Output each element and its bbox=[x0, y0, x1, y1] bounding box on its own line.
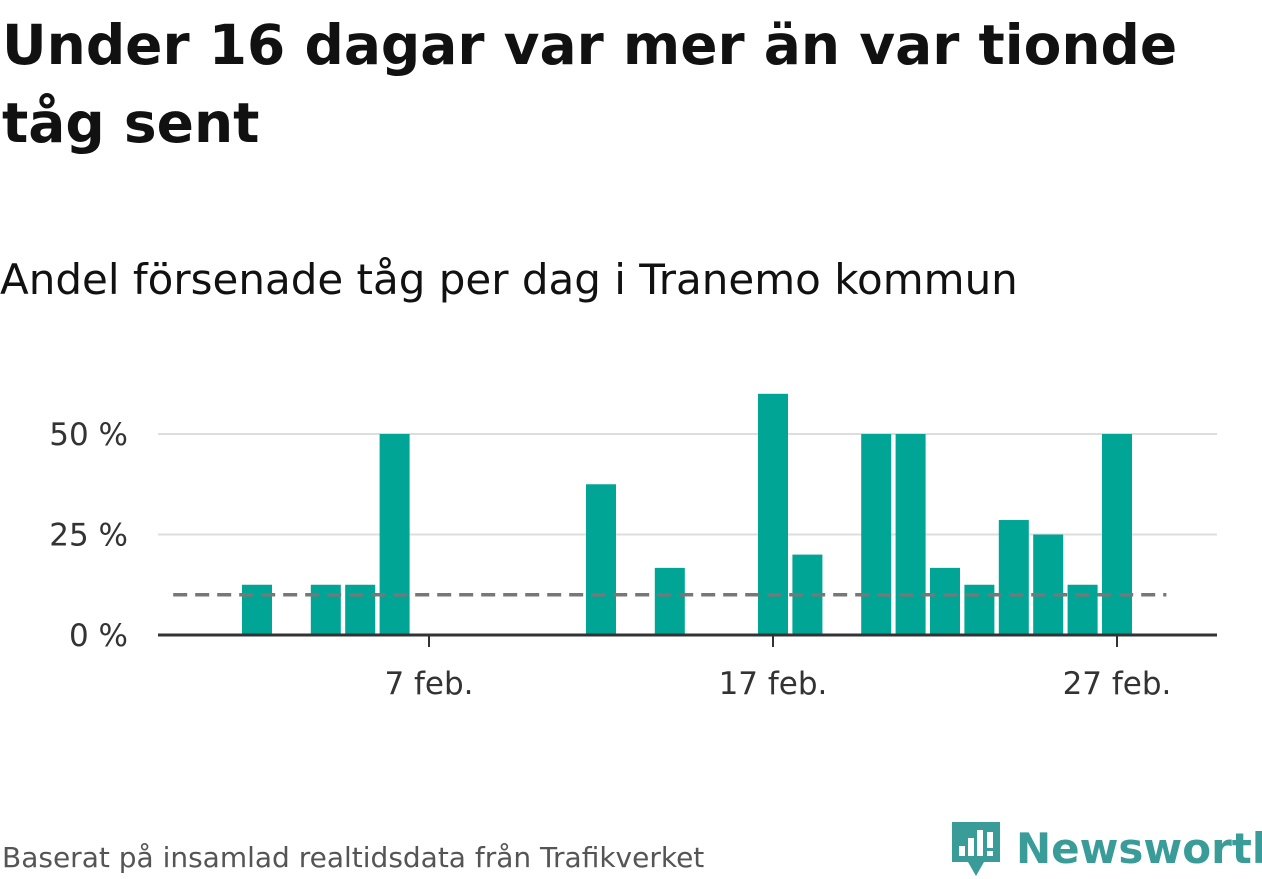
bar bbox=[758, 393, 788, 635]
chart-title: Under 16 dagar var mer än var tionde tåg… bbox=[2, 13, 1178, 155]
bar bbox=[1102, 434, 1132, 635]
bar bbox=[861, 434, 892, 635]
bar bbox=[1033, 534, 1064, 635]
bar-chart: 0 % 25 % 50 % 7 feb. 17 feb. 27 feb. bbox=[49, 393, 1217, 702]
gridlines bbox=[158, 433, 1217, 536]
bar bbox=[964, 584, 995, 635]
bar bbox=[379, 434, 410, 635]
bar bbox=[930, 567, 960, 635]
x-tick-label: 17 feb. bbox=[719, 666, 828, 702]
brand-name: Newsworthy bbox=[1016, 823, 1262, 873]
bars bbox=[242, 393, 1132, 635]
source-note: Baserat på insamlad realtidsdata från Tr… bbox=[2, 841, 705, 874]
x-tick-label: 27 feb. bbox=[1063, 666, 1172, 702]
bar bbox=[1067, 584, 1098, 635]
newsworthy-logo-icon bbox=[952, 822, 1000, 876]
bar bbox=[586, 484, 616, 635]
bar bbox=[345, 584, 376, 635]
bar bbox=[242, 584, 272, 635]
y-tick-label: 25 % bbox=[49, 518, 128, 554]
bar bbox=[998, 520, 1029, 635]
newsworthy-logo[interactable]: Newsworthy bbox=[950, 818, 1262, 878]
axes: 0 % 25 % 50 % 7 feb. 17 feb. 27 feb. bbox=[49, 417, 1217, 702]
chart-subtitle: Andel försenade tåg per dag i Tranemo ko… bbox=[0, 255, 1018, 304]
y-tick-label: 50 % bbox=[49, 417, 128, 453]
y-tick-label: 0 % bbox=[69, 618, 128, 654]
bar bbox=[310, 584, 341, 635]
bar bbox=[895, 434, 926, 635]
x-tick-label: 7 feb. bbox=[384, 666, 473, 702]
bar bbox=[654, 567, 685, 635]
